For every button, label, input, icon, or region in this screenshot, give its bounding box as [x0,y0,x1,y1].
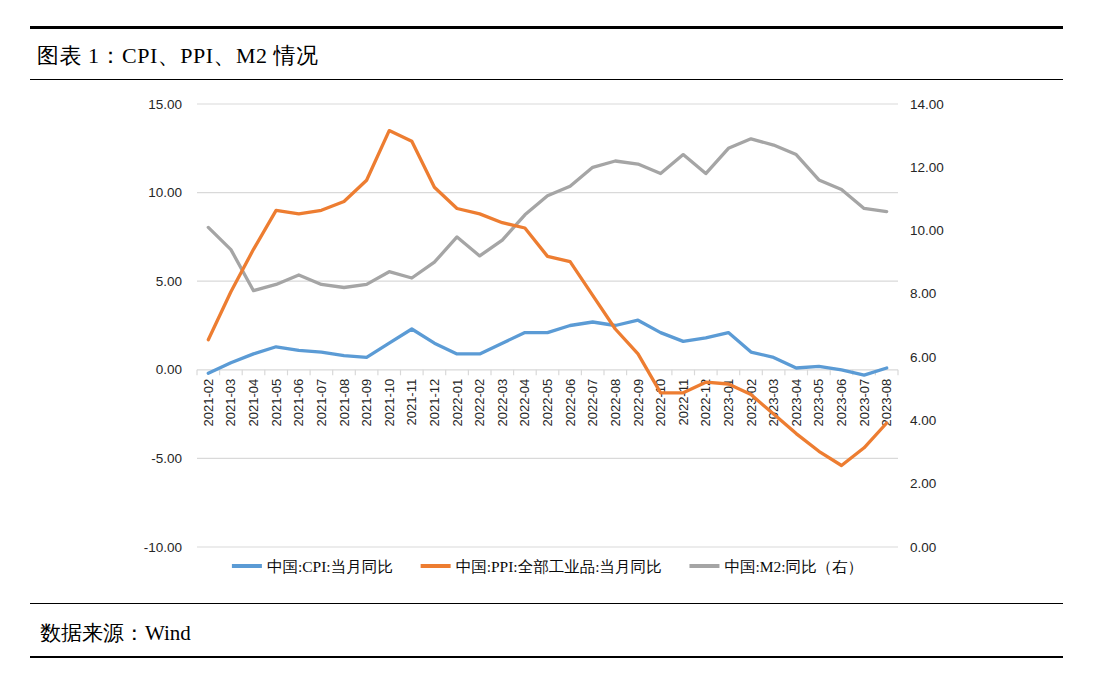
x-axis-label: 2022-01 [450,379,465,427]
x-axis-label: 2023-07 [857,379,872,427]
cpi-line [208,320,886,375]
x-axis-label: 2021-12 [427,379,442,427]
m2-line [208,139,886,291]
right-axis-label: 2.00 [910,476,936,491]
x-axis-label: 2021-05 [269,379,284,427]
title-divider [30,79,1063,80]
x-axis-label: 2021-02 [201,379,216,427]
x-axis-label: 2022-07 [585,379,600,427]
left-axis-label: 15.00 [148,97,182,112]
right-axis-label: 12.00 [910,160,944,175]
cpi-ppi-m2-chart: 15.00 10.00 5.00 0.00 -5.00 -10.00 14.00 12.00 1… [0,0,1097,677]
right-axis-label: 10.00 [910,223,944,238]
chart-legend: 中国:CPI:当月同比 中国:PPI:全部工业品:当月同比 中国:M2:同比（右） [232,558,863,575]
left-axis-label: 5.00 [156,274,182,289]
x-axis-label: 2021-10 [382,379,397,427]
x-axis-label: 2022-05 [540,379,555,427]
x-axis-label: 2023-05 [811,379,826,427]
x-axis-label: 2023-08 [879,379,894,427]
chart-svg: 15.00 10.00 5.00 0.00 -5.00 -10.00 14.00 12.00 1… [0,0,1097,677]
legend-label: 中国:PPI:全部工业品:当月同比 [456,558,662,575]
x-axis-label: 2022-03 [495,379,510,427]
x-axis-label: 2021-06 [291,379,306,427]
right-axis-label: 0.00 [910,540,936,555]
x-axis-label: 2023-04 [789,379,804,427]
right-axis-label: 8.00 [910,286,936,301]
report-figure-page: 15.00 10.00 5.00 0.00 -5.00 -10.00 14.00 12.00 1… [0,0,1097,677]
data-source: 数据来源：Wind [40,619,191,647]
x-axis-label: 2023-06 [834,379,849,427]
x-axis-label: 2022-09 [631,379,646,427]
x-axis-label: 2021-04 [246,379,261,427]
x-axis-label: 2023-02 [744,379,759,427]
x-axis-label: 2021-03 [223,379,238,427]
x-axis-label: 2021-08 [337,379,352,427]
x-axis-label: 2021-07 [314,379,329,427]
x-axis-label: 2022-11 [676,379,691,426]
x-axis-label: 2021-09 [359,379,374,427]
top-divider [30,26,1063,29]
left-axis-label: 10.00 [148,185,182,200]
x-axis-label: 2022-06 [563,379,578,427]
left-axis-label: 0.00 [156,362,182,377]
right-axis-label: 14.00 [910,97,944,112]
right-axis-label: 6.00 [910,350,936,365]
x-axis-label: 2021-11 [404,379,419,426]
x-axis-label: 2022-04 [517,379,532,427]
x-axis-label: 2022-08 [608,379,623,427]
footer-divider [30,603,1063,604]
legend-label: 中国:CPI:当月同比 [267,558,393,575]
legend-label: 中国:M2:同比（右） [724,558,863,575]
x-axis-label: 2022-02 [472,379,487,427]
figure-title: 图表 1：CPI、PPI、M2 情况 [37,41,319,71]
left-axis-label: -5.00 [151,451,182,466]
left-axis-label: -10.00 [144,540,182,555]
bottom-divider [30,656,1063,658]
right-axis-label: 4.00 [910,413,936,428]
